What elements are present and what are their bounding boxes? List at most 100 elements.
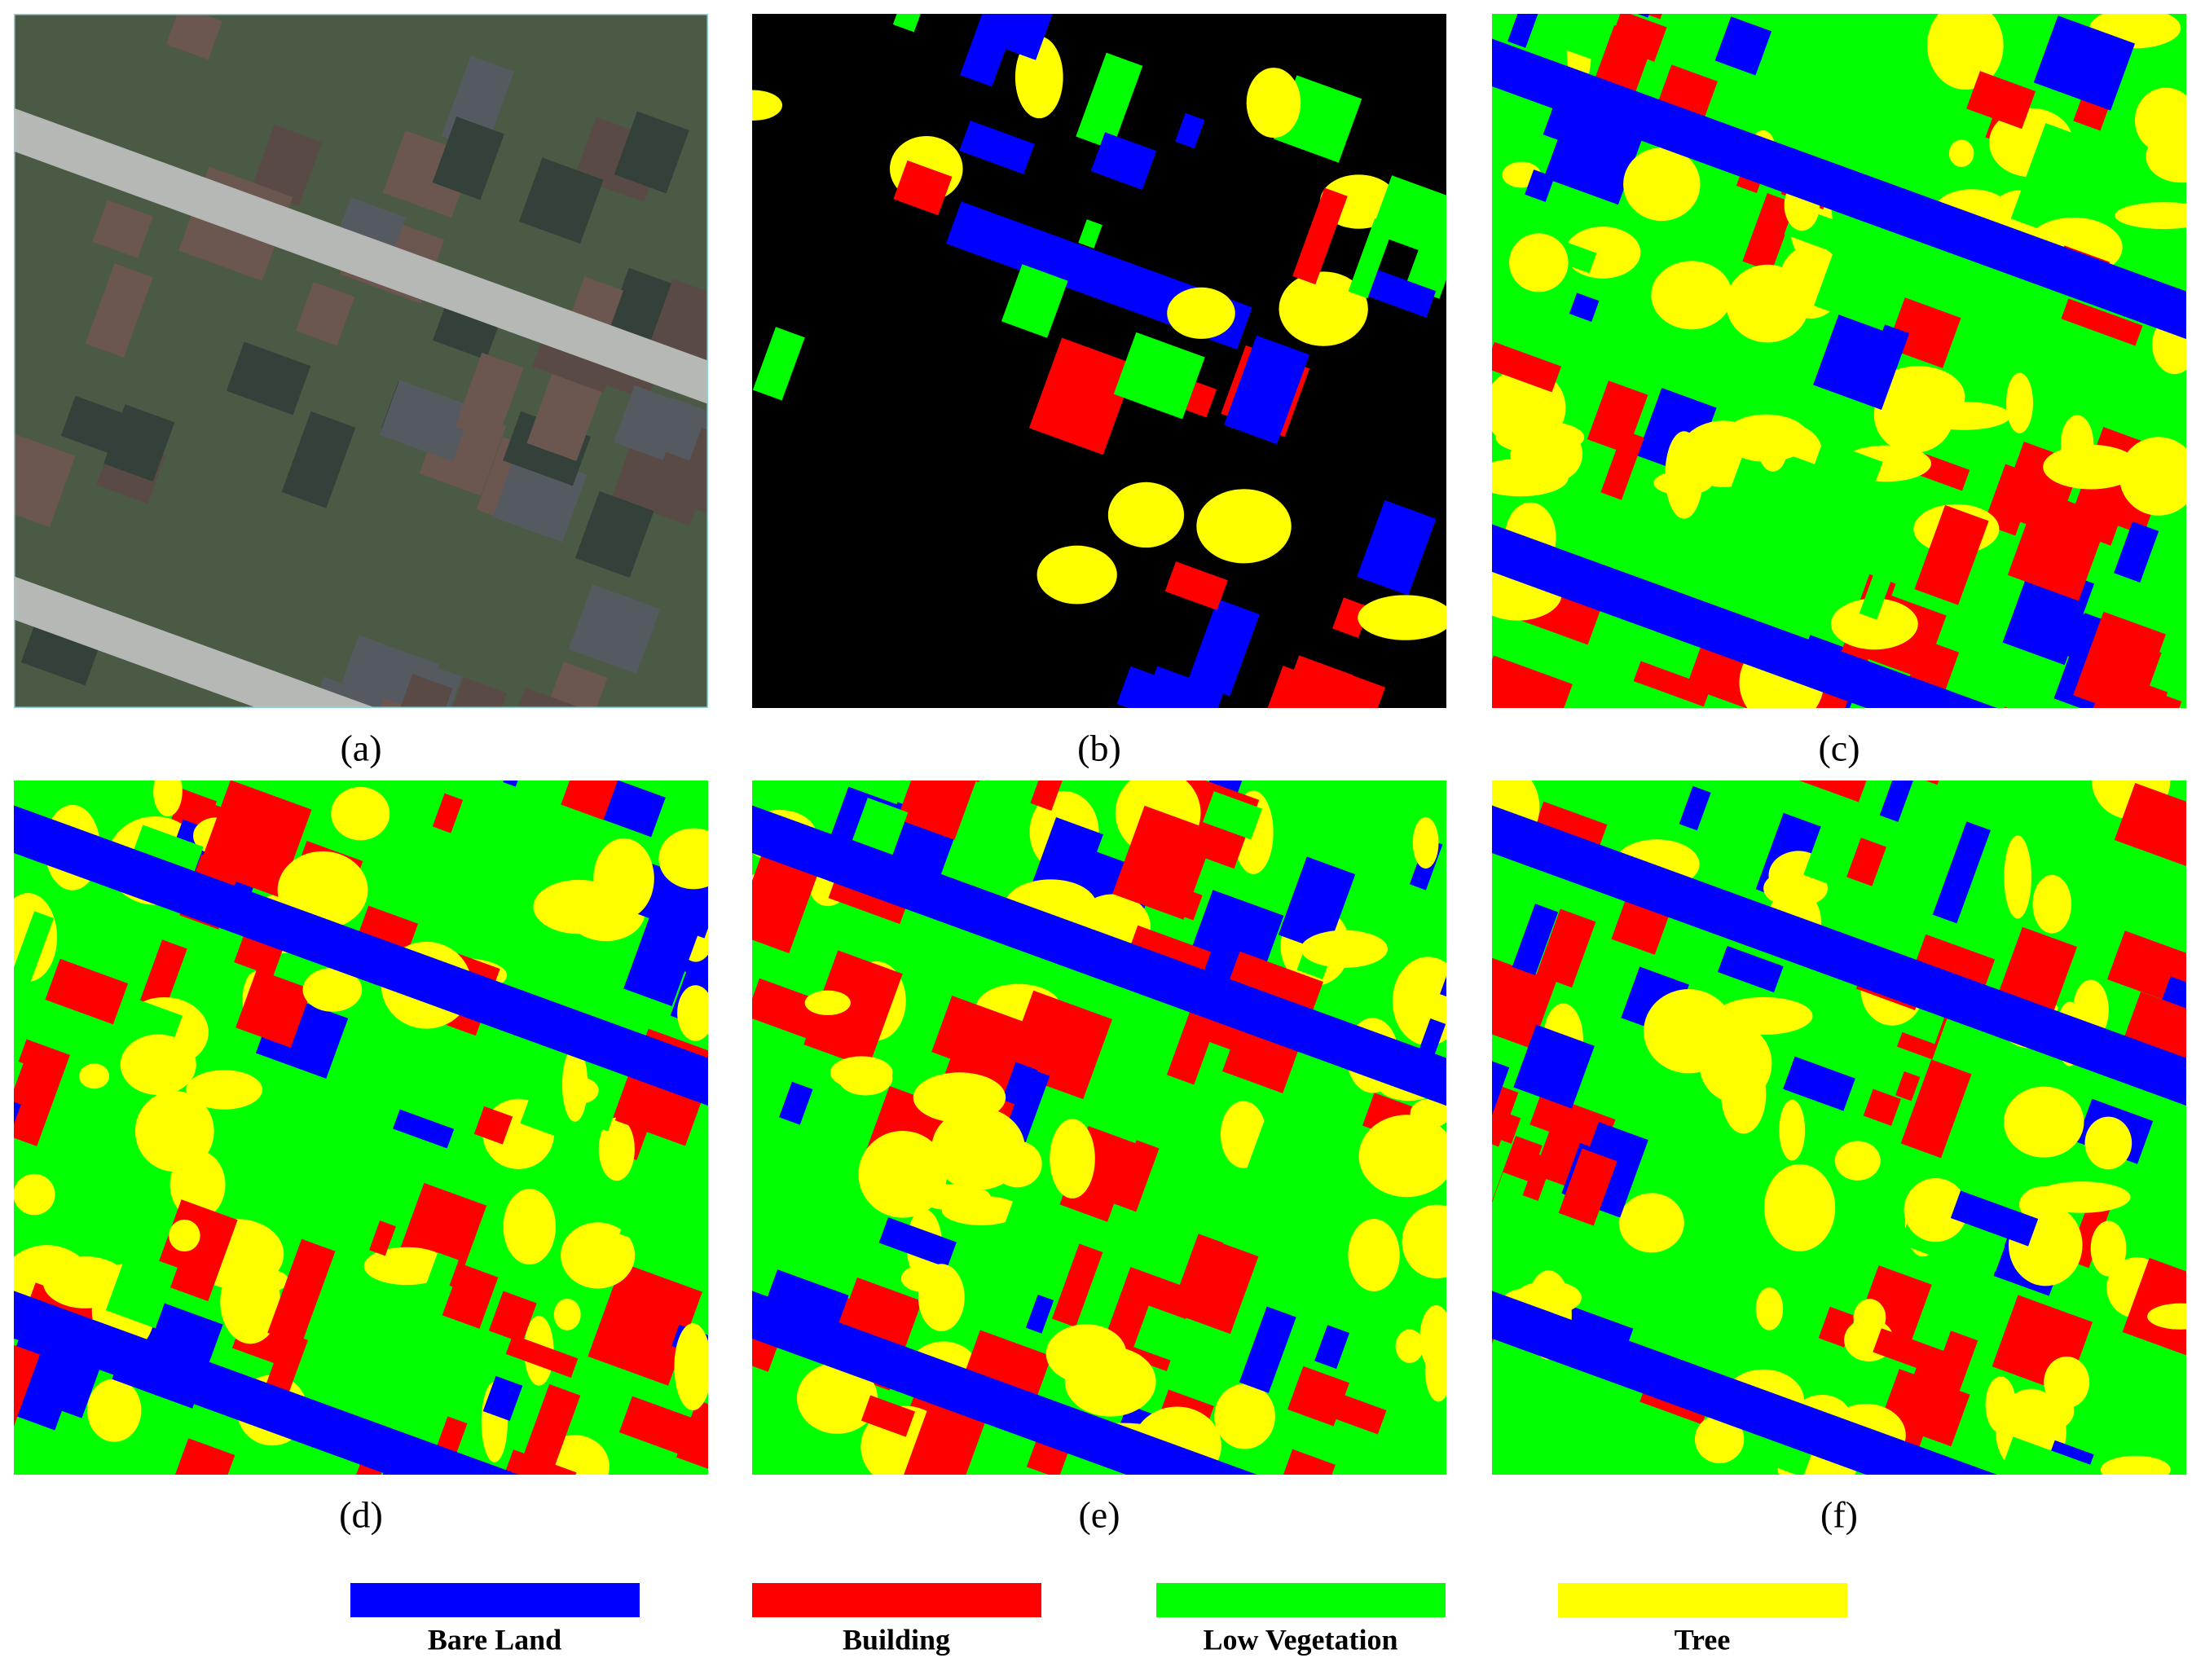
- gt-object: [1076, 52, 1143, 150]
- seg-object: [203, 1467, 294, 1475]
- seg-tree: [14, 1173, 55, 1216]
- seg-tree: [593, 838, 654, 919]
- seg-tree: [1492, 459, 1569, 497]
- roof: [85, 263, 153, 358]
- gt-tree: [1107, 482, 1185, 548]
- seg-tree: [220, 1260, 281, 1344]
- seg-object: [1569, 292, 1600, 322]
- seg-object: [1765, 748, 1809, 782]
- gt-object: [1371, 175, 1446, 259]
- seg-object: [1966, 71, 2036, 130]
- seg-object: [1492, 1109, 1521, 1144]
- seg-object: [1573, 1436, 1668, 1475]
- seg-object: [473, 1106, 513, 1145]
- roof: [415, 716, 492, 785]
- seg-object: [2061, 298, 2143, 346]
- seg-object: [1587, 380, 1648, 454]
- seg-tree: [992, 1141, 1042, 1188]
- seg-object: [1112, 805, 1216, 920]
- roof: [436, 677, 508, 708]
- seg-object: [1492, 655, 1573, 708]
- seg-object: [1873, 1328, 1946, 1376]
- seg-object: [1948, 1568, 2000, 1650]
- panel-image: [752, 781, 1446, 1565]
- seg-tree: [1873, 377, 1954, 453]
- seg-tree: [918, 1184, 991, 1211]
- seg-object: [623, 903, 703, 1006]
- gt-object: [1164, 561, 1228, 610]
- seg-tree: [2090, 1220, 2127, 1277]
- seg-object: [1912, 934, 1996, 996]
- panel-caption: (e): [1078, 1494, 1120, 1536]
- seg-tree: [1050, 1119, 1095, 1198]
- roof: [614, 111, 689, 194]
- seg-object: [1813, 308, 1910, 410]
- seg-tree: [277, 851, 368, 930]
- seg-object: [1900, 1059, 1972, 1159]
- seg-road: [1492, 781, 2186, 1172]
- seg-tree: [1755, 1287, 1784, 1330]
- seg-object: [803, 950, 903, 1068]
- gt-object: [1292, 187, 1348, 285]
- seg-tree: [1763, 1163, 1836, 1251]
- seg-object: [1314, 1325, 1350, 1370]
- seg-object: [105, 1249, 178, 1329]
- seg-object: [1513, 1024, 1595, 1109]
- seg-object: [618, 1396, 708, 1461]
- seg-object: [1492, 1334, 1539, 1395]
- seg-tree: [2004, 1086, 2084, 1158]
- roof: [568, 584, 661, 675]
- panel-caption: (c): [1818, 728, 1860, 769]
- gt-object: [1355, 265, 1437, 318]
- seg-tree: [658, 828, 708, 890]
- roof: [396, 674, 453, 708]
- seg-object: [2033, 15, 2136, 111]
- seg-object: [45, 958, 129, 1025]
- seg-object: [1536, 908, 1596, 988]
- seg-tree: [1220, 1405, 1266, 1437]
- seg-object: [369, 1220, 396, 1256]
- seg-object: [1274, 1449, 1336, 1475]
- seg-object: [1932, 821, 1991, 924]
- seg-object: [1879, 781, 1915, 822]
- seg-object: [505, 1335, 579, 1378]
- seg-object: [1492, 952, 1557, 1049]
- seg-object: [1121, 1509, 1173, 1565]
- gt-object: [1175, 112, 1205, 149]
- legend-swatch: [1558, 1583, 1847, 1617]
- seg-object: [1803, 781, 1882, 891]
- road: [14, 488, 708, 708]
- seg-tree: [169, 1219, 200, 1252]
- seg-object: [2195, 379, 2205, 416]
- seg-tree: [1623, 147, 1701, 222]
- seg-tree: [1721, 1054, 1767, 1134]
- seg-object: [1278, 856, 1356, 952]
- roof: [526, 371, 603, 462]
- seg-road: [752, 1208, 1446, 1475]
- legend-label: Bare Land: [428, 1623, 561, 1656]
- seg-object: [1679, 785, 1711, 831]
- seg-tree: [561, 1222, 636, 1289]
- panel-image: [14, 781, 708, 1625]
- gt-object: [1348, 218, 1394, 299]
- seg-object: [588, 1262, 702, 1386]
- seg-object: [2114, 782, 2186, 867]
- seg-object: [575, 1362, 603, 1398]
- seg-object: [488, 1291, 537, 1344]
- seg-object: [1950, 1190, 2039, 1247]
- seg-object: [246, 1534, 297, 1625]
- seg-object: [1492, 341, 1562, 393]
- seg-object: [896, 781, 984, 840]
- seg-tree: [918, 1264, 965, 1331]
- gt-object: [893, 160, 953, 216]
- gt-tree: [1167, 287, 1235, 339]
- seg-object: [1113, 1140, 1160, 1212]
- seg-object: [161, 1438, 235, 1475]
- roof: [165, 14, 222, 60]
- seg-tree: [363, 1247, 450, 1286]
- panel-image: [752, 14, 1446, 708]
- seg-tree: [2147, 1303, 2186, 1330]
- seg-tree: [1834, 1141, 1881, 1181]
- seg-tree: [1665, 431, 1704, 519]
- seg-object: [393, 1109, 455, 1149]
